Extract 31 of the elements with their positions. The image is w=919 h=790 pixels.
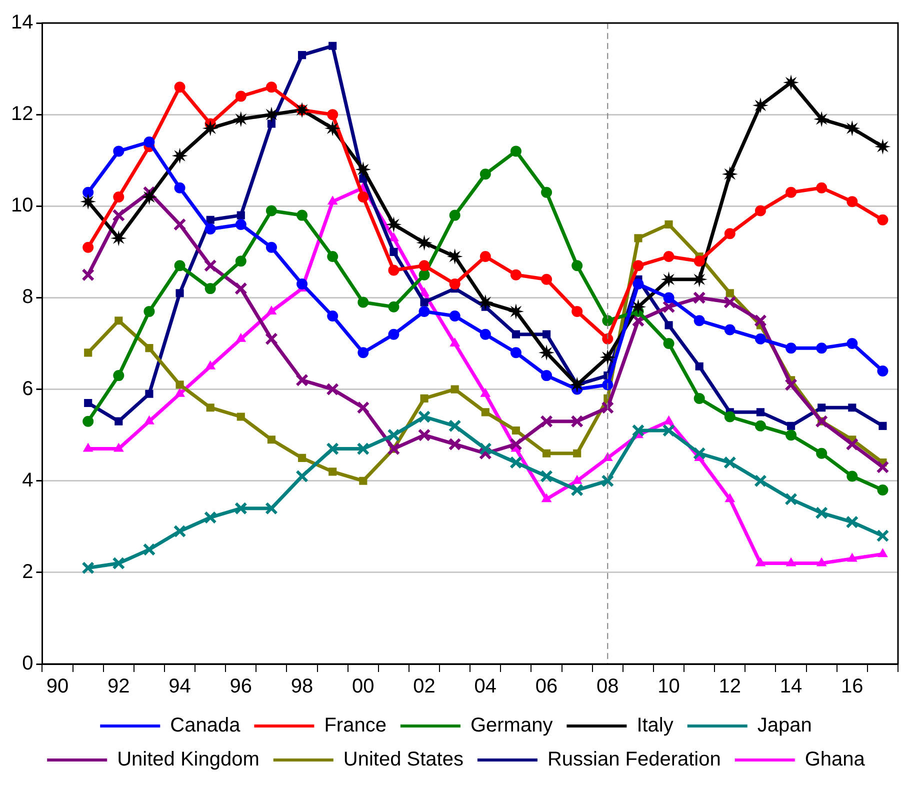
x-tick-label: 08 — [596, 676, 619, 698]
legend-label: Ghana — [804, 748, 866, 771]
x-tick-label: 12 — [718, 676, 742, 698]
y-tick-label: 14 — [10, 12, 34, 34]
y-tick-label: 12 — [10, 103, 34, 126]
legend-label: Italy — [636, 714, 674, 737]
x-tick-label: 04 — [474, 676, 497, 698]
y-tick-label: 6 — [22, 378, 34, 400]
legend-label: France — [324, 714, 386, 737]
x-tick-label: 06 — [535, 676, 558, 698]
y-tick-label: 8 — [22, 286, 34, 308]
x-tick-label: 00 — [352, 676, 374, 698]
x-tick-label: 14 — [780, 676, 802, 698]
legend-label: Japan — [757, 714, 812, 737]
legend-label: United Kingdom — [117, 748, 260, 771]
x-tick-label: 90 — [46, 676, 69, 698]
x-tick-label: 10 — [658, 676, 680, 698]
x-tick-label: 96 — [230, 676, 252, 698]
y-tick-label: 10 — [10, 194, 34, 217]
legend-label: Russian Federation — [547, 748, 721, 771]
x-tick-label: 98 — [290, 676, 314, 698]
x-tick-label: 16 — [841, 676, 864, 698]
y-tick-label: 0 — [22, 652, 34, 675]
x-tick-label: 02 — [413, 676, 436, 698]
x-tick-label: 94 — [168, 676, 191, 698]
y-tick-label: 4 — [22, 469, 34, 492]
legend-label: Canada — [170, 714, 242, 737]
legend-label: Germany — [470, 714, 553, 737]
legend-label: United States — [343, 748, 464, 771]
x-tick-label: 92 — [108, 676, 130, 698]
y-tick-label: 2 — [22, 560, 34, 583]
